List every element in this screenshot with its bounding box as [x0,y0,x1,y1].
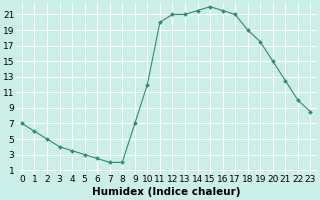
X-axis label: Humidex (Indice chaleur): Humidex (Indice chaleur) [92,187,240,197]
